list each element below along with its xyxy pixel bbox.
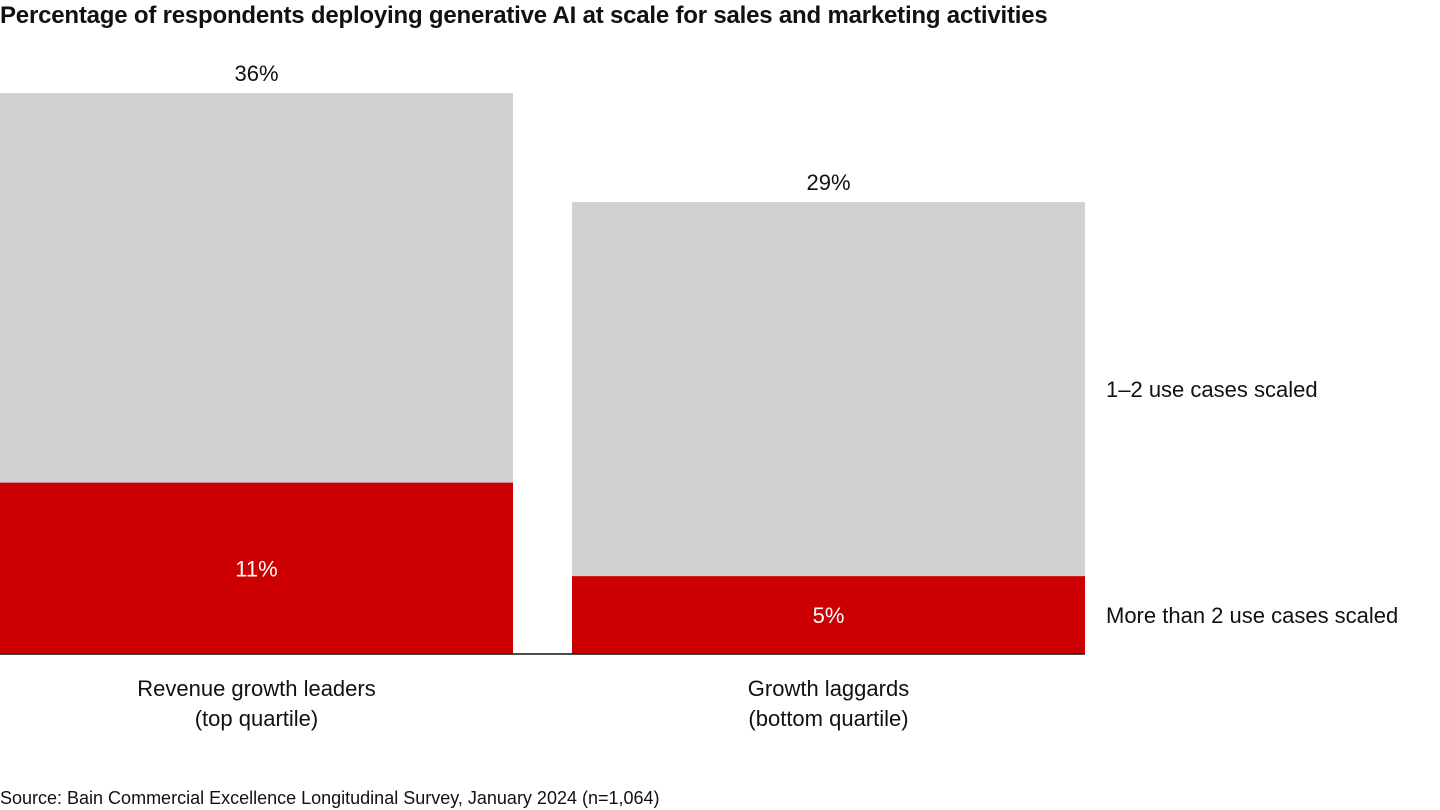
bar-segment-1-2-0 <box>0 93 513 483</box>
data-label-segment-0: 11% <box>235 556 277 581</box>
stacked-bar-chart: 11% 36% Revenue growth leaders (top quartil… <box>0 61 1398 731</box>
total-label-0: 36% <box>234 61 278 86</box>
chart-title: Percentage of respondents deploying gene… <box>0 2 1048 29</box>
total-label-1: 29% <box>806 170 850 195</box>
legend-label-0: More than 2 use cases scaled <box>1106 603 1398 628</box>
category-label-0-line2: (top quartile) <box>195 706 319 731</box>
category-label-0-line1: Revenue growth leaders <box>137 676 375 701</box>
bar-segment-more-than-2-1 <box>572 576 1085 654</box>
data-label-segment-1: 5% <box>813 603 845 628</box>
category-label-1-line2: (bottom quartile) <box>748 706 908 731</box>
source-note: Source: Bain Commercial Excellence Longi… <box>0 788 660 808</box>
bar-segment-more-than-2-0 <box>0 482 513 654</box>
legend-label-1: 1–2 use cases scaled <box>1106 377 1318 402</box>
category-label-1-line1: Growth laggards <box>748 676 909 701</box>
bar-segment-1-2-1 <box>572 202 1085 577</box>
